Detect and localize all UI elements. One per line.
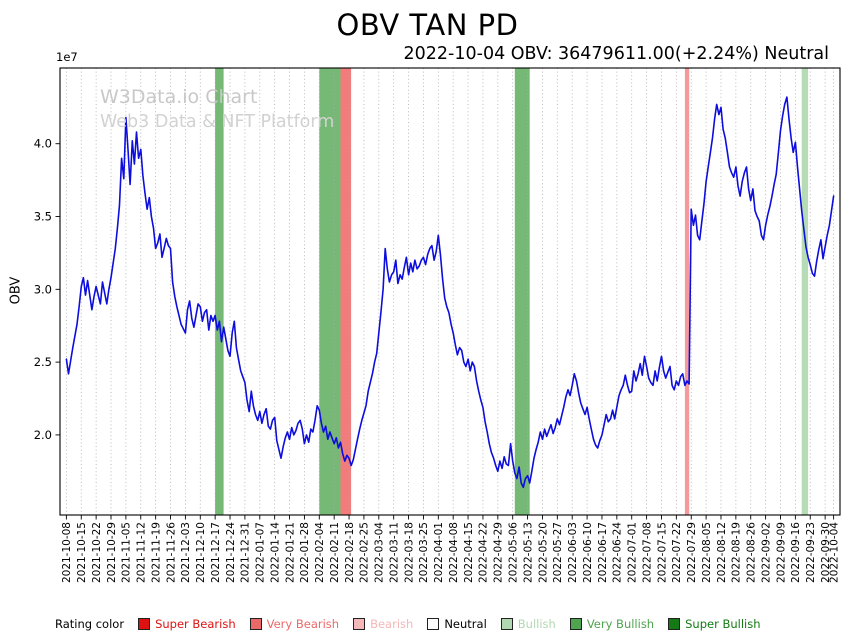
x-tick-label: 2022-01-28	[299, 522, 311, 583]
x-tick-label: 2022-04-22	[478, 522, 490, 583]
x-tick-label: 2022-01-21	[284, 522, 296, 583]
legend-swatch-very-bullish	[569, 618, 582, 630]
x-tick-label: 2022-09-02	[760, 522, 772, 583]
x-tick-label: 2022-07-29	[686, 522, 698, 583]
y-tick-label: 2.0	[34, 428, 52, 442]
legend-label-bullish: Bullish	[517, 617, 556, 631]
x-tick-label: 2022-02-18	[344, 522, 356, 583]
x-tick-label: 2022-05-20	[537, 522, 549, 583]
x-tick-label: 2022-05-27	[552, 522, 564, 583]
gridlines	[65, 68, 835, 515]
legend-label-very-bullish: Very Bullish	[586, 617, 655, 631]
legend-swatch-bearish	[353, 618, 366, 630]
x-tick-label: 2021-10-08	[61, 522, 73, 583]
x-tick-labels: 2021-10-08 2021-10-15 2021-10-22 2021-10-29…	[61, 515, 840, 583]
x-tick-label: 2021-11-19	[150, 522, 162, 583]
x-tick-label: 2022-01-14	[270, 522, 282, 583]
x-tick-label: 2022-05-13	[522, 522, 534, 583]
rating-band	[684, 68, 690, 515]
legend-label-super-bullish: Super Bullish	[685, 617, 761, 631]
obv-series-line	[65, 96, 835, 489]
x-tick-label: 2022-04-08	[448, 522, 460, 583]
x-tick-label: 2022-02-11	[329, 522, 341, 583]
legend-swatch-super-bearish	[138, 618, 151, 630]
x-tick-label: 2021-12-03	[180, 522, 192, 583]
x-tick-label: 2022-08-12	[716, 522, 728, 583]
y-tick-label: 3.0	[34, 282, 52, 296]
x-tick-label: 2021-10-22	[91, 522, 103, 583]
x-tick-label: 2022-06-03	[567, 522, 579, 583]
rating-band	[319, 68, 341, 515]
x-tick-label: 2022-06-17	[597, 522, 609, 583]
x-tick-label: 2021-10-29	[106, 522, 118, 583]
x-tick-label: 2022-06-24	[612, 522, 624, 583]
x-tick-label: 2022-04-15	[463, 522, 475, 583]
rating-legend-label: Rating color	[55, 617, 125, 631]
y-tick-label: 2.5	[34, 355, 52, 369]
legend-item-very-bullish: Very Bullish	[569, 617, 655, 631]
x-tick-label: 2022-07-22	[671, 522, 683, 583]
rating-legend: Rating color Super Bearish Very Bearish Be…	[55, 617, 761, 631]
legend-label-very-bearish: Very Bearish	[266, 617, 340, 631]
legend-item-super-bearish: Super Bearish	[138, 617, 236, 631]
x-tick-label: 2021-12-10	[195, 522, 207, 583]
legend-item-bullish: Bullish	[500, 617, 556, 631]
x-tick-label: 2022-09-23	[805, 522, 817, 583]
x-tick-label: 2022-02-25	[359, 522, 371, 583]
legend-swatch-neutral	[427, 618, 440, 630]
chart-subtitle: 2022-10-04 OBV: 36479611.00(+2.24%) Neut…	[403, 44, 829, 64]
x-tick-label: 2022-08-19	[731, 522, 743, 583]
x-tick-label: 2022-07-15	[656, 522, 668, 583]
x-tick-label: 2021-10-15	[76, 522, 88, 583]
rating-band	[801, 68, 809, 515]
x-tick-label: 2022-07-01	[627, 522, 639, 583]
legend-item-very-bearish: Very Bearish	[249, 617, 340, 631]
plot-frame	[59, 67, 841, 516]
y-tick-labels: 2.0 2.5 3.0 3.5 4.0	[34, 137, 60, 442]
x-tick-label: 2021-11-05	[121, 522, 133, 583]
legend-item-bearish: Bearish	[353, 617, 413, 631]
x-tick-label: 2022-03-18	[403, 522, 415, 583]
y-tick-label: 3.5	[34, 210, 52, 224]
legend-swatch-very-bearish	[249, 618, 262, 630]
x-tick-label: 2021-12-17	[210, 522, 222, 583]
x-tick-label: 2022-04-29	[493, 522, 505, 583]
x-tick-label: 2022-03-25	[418, 522, 430, 583]
x-tick-label: 2022-10-04	[828, 522, 840, 583]
x-tick-label: 2022-04-01	[433, 522, 445, 583]
x-tick-label: 2022-03-04	[374, 522, 386, 583]
rating-band	[514, 68, 530, 515]
x-tick-label: 2022-09-30	[820, 522, 832, 583]
x-tick-label: 2021-11-12	[136, 522, 148, 583]
x-tick-label: 2021-11-26	[165, 522, 177, 583]
x-tick-label: 2022-09-16	[790, 522, 802, 583]
x-tick-label: 2022-02-04	[314, 522, 326, 583]
legend-label-bearish: Bearish	[370, 617, 414, 631]
x-tick-label: 2022-08-26	[746, 522, 758, 583]
y-axis-label: OBV	[8, 276, 24, 305]
rating-bands	[215, 68, 809, 515]
y-axis-offset-label: 1e7	[56, 50, 78, 64]
x-tick-label: 2022-05-06	[508, 522, 520, 583]
rating-band	[215, 68, 224, 515]
x-tick-label: 2022-03-11	[389, 522, 401, 583]
x-tick-label: 2021-12-31	[240, 522, 252, 583]
x-tick-label: 2022-06-10	[582, 522, 594, 583]
chart-title: OBV TAN PD	[336, 8, 519, 42]
y-tick-label: 4.0	[34, 137, 52, 151]
x-tick-label: 2022-01-07	[255, 522, 267, 583]
rating-band	[340, 68, 352, 515]
x-tick-label: 2022-08-05	[701, 522, 713, 583]
legend-swatch-super-bullish	[668, 618, 681, 630]
x-tick-label: 2021-12-24	[225, 522, 237, 583]
legend-label-neutral: Neutral	[444, 617, 487, 631]
legend-item-neutral: Neutral	[427, 617, 487, 631]
legend-label-super-bearish: Super Bearish	[155, 617, 236, 631]
legend-swatch-bullish	[500, 618, 513, 630]
legend-item-super-bullish: Super Bullish	[668, 617, 761, 631]
x-tick-label: 2022-07-08	[641, 522, 653, 583]
x-tick-label: 2022-09-09	[775, 522, 787, 583]
